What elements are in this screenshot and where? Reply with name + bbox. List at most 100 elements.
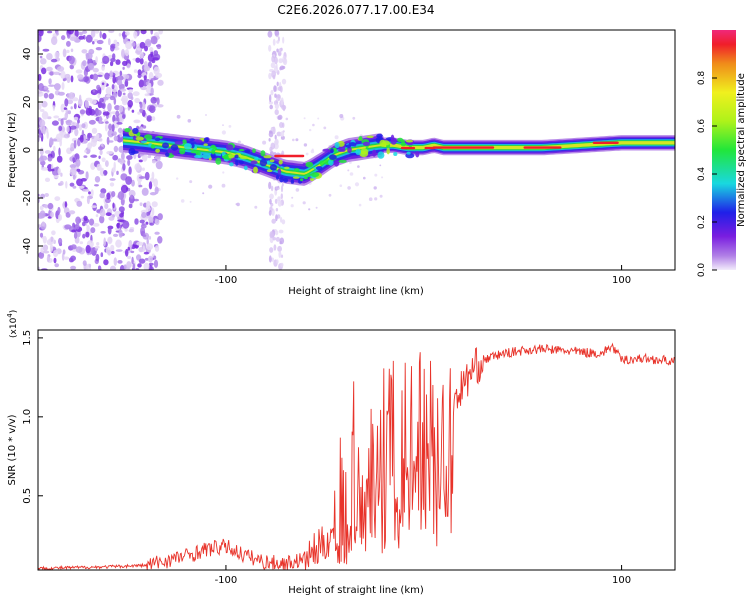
noise-speckle bbox=[82, 135, 87, 140]
noise-speckle bbox=[151, 116, 156, 121]
noise-speckle bbox=[115, 249, 123, 252]
noise-speckle bbox=[40, 193, 45, 199]
noise-speckle bbox=[105, 121, 109, 124]
noise-speckle bbox=[92, 41, 95, 45]
noise-speckle bbox=[130, 250, 135, 254]
noise-speckle bbox=[85, 53, 90, 57]
mid-speckle bbox=[357, 165, 360, 168]
noise-speckle bbox=[133, 69, 138, 73]
noise-speckle bbox=[124, 228, 128, 232]
colorbar-tick-label: 0.0 bbox=[697, 263, 707, 278]
mid-speckle bbox=[310, 149, 315, 154]
ridge-blob bbox=[310, 172, 320, 178]
noise-speckle bbox=[53, 250, 59, 257]
noise-speckle bbox=[104, 203, 109, 210]
streak-speckle bbox=[280, 193, 283, 200]
noise-speckle bbox=[71, 229, 76, 233]
noise-speckle bbox=[154, 186, 159, 195]
noise-speckle bbox=[110, 58, 116, 62]
colorbar-tick-label: 0.6 bbox=[697, 119, 707, 134]
noise-speckle bbox=[78, 124, 82, 131]
noise-speckle bbox=[125, 248, 129, 257]
noise-speckle bbox=[118, 229, 123, 238]
ridge-blob bbox=[254, 156, 259, 161]
ridge-blob bbox=[401, 139, 405, 144]
heatmap-scatter bbox=[38, 30, 384, 270]
mid-speckle bbox=[328, 193, 332, 197]
mid-speckle bbox=[368, 197, 373, 201]
noise-speckle bbox=[127, 99, 133, 108]
noise-speckle bbox=[62, 48, 67, 58]
ridge-blob bbox=[183, 143, 192, 150]
noise-speckle bbox=[72, 185, 77, 189]
noise-speckle bbox=[139, 57, 144, 65]
mid-speckle bbox=[381, 176, 384, 179]
spectrogram-panel: -100 100 40 20 0 -20 -40 Height of straight li… bbox=[7, 29, 676, 297]
noise-speckle bbox=[143, 251, 149, 255]
noise-speckle bbox=[137, 263, 142, 268]
noise-speckle bbox=[41, 100, 48, 108]
mid-speckle bbox=[308, 208, 311, 211]
noise-speckle bbox=[99, 115, 103, 124]
noise-speckle bbox=[127, 255, 132, 260]
noise-speckle bbox=[46, 66, 53, 72]
ridge-blob bbox=[377, 151, 385, 159]
noise-speckle bbox=[91, 205, 97, 209]
mid-speckle bbox=[315, 206, 318, 209]
noise-speckle bbox=[66, 93, 73, 99]
ridge-blob bbox=[239, 156, 249, 160]
noise-speckle bbox=[90, 30, 96, 38]
noise-speckle bbox=[139, 202, 143, 206]
noise-speckle bbox=[50, 168, 55, 172]
ridge-blob bbox=[303, 176, 308, 180]
noise-speckle bbox=[102, 55, 110, 64]
noise-speckle bbox=[124, 78, 129, 87]
noise-speckle bbox=[108, 216, 115, 221]
streak-speckle bbox=[276, 81, 279, 87]
mid-speckle bbox=[291, 196, 294, 199]
noise-speckle bbox=[117, 89, 122, 97]
noise-speckle bbox=[70, 244, 77, 250]
noise-speckle bbox=[154, 218, 160, 226]
noise-speckle bbox=[57, 118, 62, 122]
noise-speckle bbox=[90, 227, 96, 234]
mid-speckle bbox=[303, 143, 308, 147]
noise-speckle bbox=[128, 228, 134, 233]
noise-speckle bbox=[150, 36, 158, 45]
noise-speckle bbox=[57, 91, 65, 96]
noise-speckle bbox=[87, 142, 92, 150]
ridge-blob bbox=[250, 160, 258, 165]
noise-speckle bbox=[44, 193, 49, 197]
mid-speckle bbox=[202, 192, 205, 195]
noise-speckle bbox=[141, 153, 148, 162]
noise-speckle bbox=[110, 244, 115, 252]
ridge-blob bbox=[348, 142, 357, 147]
streak-speckle bbox=[278, 52, 281, 56]
noise-speckle bbox=[135, 50, 139, 54]
noise-speckle bbox=[108, 38, 111, 46]
noise-speckle bbox=[111, 251, 115, 254]
noise-speckle bbox=[146, 40, 152, 45]
ridge-blob bbox=[355, 148, 362, 155]
ridge-blob bbox=[190, 150, 200, 154]
noise-speckle bbox=[63, 107, 67, 110]
mid-speckle bbox=[354, 182, 360, 187]
noise-speckle bbox=[75, 158, 81, 167]
noise-speckle bbox=[120, 184, 129, 194]
noise-speckle bbox=[79, 241, 84, 245]
mid-speckle bbox=[374, 173, 378, 177]
streak-speckle bbox=[274, 198, 278, 204]
noise-speckle bbox=[146, 78, 150, 82]
noise-speckle bbox=[95, 253, 100, 262]
ridge-blob bbox=[179, 148, 186, 155]
streak-speckle bbox=[282, 55, 287, 64]
noise-speckle bbox=[148, 82, 152, 89]
noise-speckle bbox=[102, 111, 110, 116]
noise-speckle bbox=[122, 220, 130, 229]
noise-speckle bbox=[120, 88, 127, 92]
noise-speckle bbox=[101, 157, 106, 163]
colorbar-tick-label: 0.2 bbox=[697, 215, 707, 229]
noise-speckle bbox=[83, 155, 88, 158]
noise-speckle bbox=[58, 214, 62, 221]
noise-speckle bbox=[64, 112, 69, 119]
